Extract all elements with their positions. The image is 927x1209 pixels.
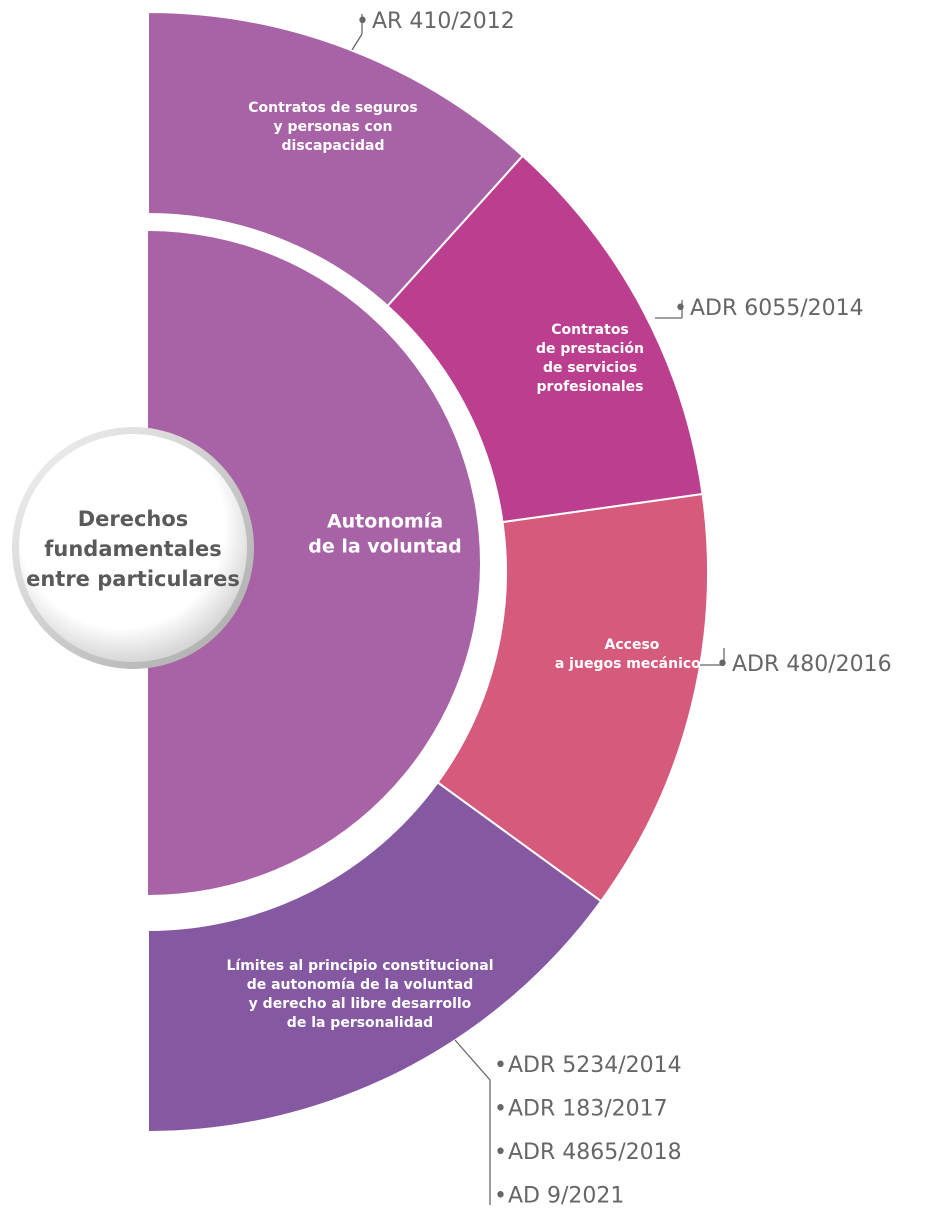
bullet: • xyxy=(716,652,729,677)
core-label: entre particulares xyxy=(26,567,240,591)
segments xyxy=(147,10,709,1134)
center-half-disc xyxy=(148,231,480,895)
segment-label: Acceso xyxy=(605,637,660,653)
connector xyxy=(700,648,725,666)
case-reference: ADR 6055/2014 xyxy=(690,296,864,321)
case-reference: AD 9/2021 xyxy=(508,1184,624,1209)
core-circle xyxy=(19,434,247,662)
segment-label: de autonomía de la voluntad xyxy=(247,977,474,993)
core-label: Derechos xyxy=(78,507,189,531)
core-label: fundamentales xyxy=(44,537,221,561)
bullet: • xyxy=(494,1140,507,1165)
case-reference: AR 410/2012 xyxy=(372,9,515,34)
case-reference: ADR 480/2016 xyxy=(732,652,892,677)
bullet: • xyxy=(494,1053,507,1078)
connector xyxy=(655,300,683,319)
segment xyxy=(147,781,603,1134)
bullet: • xyxy=(494,1184,507,1209)
labels: Derechos fundamentales entre particulares A… xyxy=(26,9,892,1209)
segment-label: a juegos mecánicos xyxy=(555,656,709,672)
segment-label: y derecho al libre desarrollo xyxy=(249,996,472,1012)
segment-label: Límites al principio constitucional xyxy=(226,958,493,974)
segment-label: Contratos de seguros xyxy=(248,100,417,116)
case-reference: ADR 5234/2014 xyxy=(508,1053,682,1078)
segment-label: discapacidad xyxy=(282,138,385,154)
segment-label: de la personalidad xyxy=(287,1015,433,1031)
segment-label: de servicios xyxy=(543,360,637,376)
segment-label: profesionales xyxy=(537,379,644,395)
segment-label: Contratos xyxy=(551,322,629,338)
center-label: de la voluntad xyxy=(308,536,462,558)
center-label: Autonomía xyxy=(327,511,443,533)
case-reference: ADR 4865/2018 xyxy=(508,1140,682,1165)
bullet: • xyxy=(494,1097,507,1122)
segment-label: y personas con xyxy=(274,119,393,135)
bullet: • xyxy=(356,9,369,34)
connector xyxy=(454,1039,491,1205)
segment-label: de prestación xyxy=(536,341,644,357)
case-reference: ADR 183/2017 xyxy=(508,1097,668,1122)
connector xyxy=(351,14,363,51)
bullet: • xyxy=(674,296,687,321)
